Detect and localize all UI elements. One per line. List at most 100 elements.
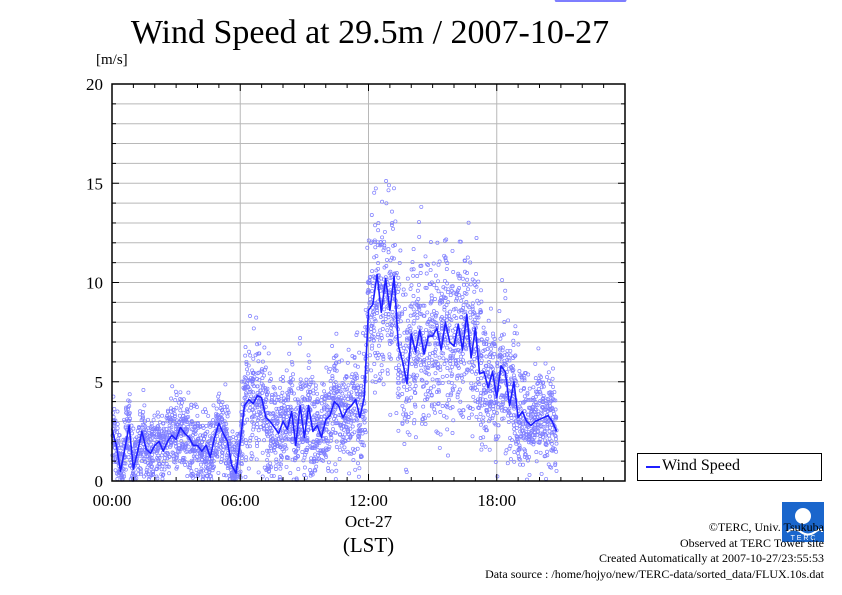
scatter-point	[358, 439, 363, 444]
scatter-point	[549, 439, 554, 444]
scatter-point	[444, 403, 449, 408]
scatter-point	[389, 319, 394, 324]
scatter-point	[279, 457, 284, 462]
scatter-point	[481, 435, 486, 440]
scatter-point	[385, 368, 390, 373]
scatter-point	[444, 345, 449, 350]
scatter-point	[412, 402, 417, 407]
scatter-point	[543, 361, 548, 366]
scatter-point	[275, 419, 280, 423]
scatter-point	[465, 277, 470, 282]
scatter-point	[498, 336, 503, 341]
scatter-point	[459, 315, 463, 320]
scatter-point	[471, 394, 476, 399]
scatter-point	[421, 303, 426, 308]
scatter-point	[362, 443, 367, 448]
scatter-point	[185, 440, 190, 445]
scatter-point	[367, 275, 372, 280]
scatter-point	[529, 437, 534, 442]
scatter-point	[509, 438, 514, 443]
scatter-point	[172, 412, 177, 417]
scatter-point	[601, 0, 606, 2]
scatter-point	[346, 438, 351, 442]
scatter-point	[450, 328, 455, 333]
scatter-point	[256, 428, 261, 433]
scatter-point	[464, 282, 469, 287]
scatter-point	[593, 0, 598, 2]
scatter-point	[333, 405, 338, 410]
scatter-point	[192, 403, 197, 408]
scatter-point	[376, 343, 381, 348]
scatter-point	[340, 391, 345, 396]
scatter-point	[460, 295, 465, 300]
scatter-point	[256, 399, 261, 404]
scatter-point	[182, 446, 187, 451]
scatter-point	[551, 396, 555, 401]
scatter-point	[437, 259, 442, 264]
scatter-point	[181, 410, 186, 415]
scatter-point	[541, 384, 546, 389]
scatter-point	[354, 389, 359, 393]
scatter-point	[192, 425, 197, 429]
scatter-point	[160, 476, 165, 481]
scatter-point	[373, 374, 378, 379]
scatter-point	[304, 475, 309, 480]
scatter-point	[367, 289, 372, 294]
scatter-point	[495, 474, 500, 479]
scatter-point	[415, 315, 420, 320]
scatter-point	[483, 400, 487, 405]
scatter-point	[150, 452, 155, 457]
scatter-point	[343, 387, 348, 392]
scatter-point	[133, 442, 138, 447]
scatter-point	[213, 449, 218, 453]
scatter-point	[324, 412, 329, 417]
scatter-point	[491, 407, 496, 411]
scatter-point	[244, 441, 249, 445]
scatter-point	[206, 413, 211, 418]
scatter-point	[147, 469, 152, 474]
scatter-point	[464, 291, 469, 296]
scatter-point	[453, 326, 458, 331]
scatter-point	[155, 455, 159, 460]
scatter-point	[397, 282, 402, 287]
scatter-point	[581, 0, 586, 2]
scatter-point	[466, 287, 470, 292]
scatter-point	[456, 288, 460, 293]
scatter-point	[431, 319, 435, 324]
scatter-point	[115, 422, 120, 426]
scatter-point	[127, 392, 132, 397]
scatter-point	[433, 371, 438, 376]
scatter-point	[326, 418, 331, 423]
scatter-point	[407, 432, 412, 437]
scatter-point	[421, 404, 426, 409]
scatter-point	[512, 373, 516, 378]
scatter-point	[436, 387, 441, 392]
y-axis-unit-label: [m/s]	[96, 52, 128, 68]
scatter-point	[396, 376, 401, 381]
scatter-point	[422, 303, 427, 308]
scatter-point	[330, 469, 334, 474]
scatter-point	[358, 393, 362, 398]
scatter-point	[440, 299, 445, 304]
scatter-point	[151, 417, 156, 422]
legend: Wind Speed	[637, 453, 822, 481]
scatter-point	[316, 440, 321, 444]
scatter-point	[330, 374, 335, 379]
scatter-point	[403, 307, 407, 311]
scatter-point	[195, 413, 200, 418]
scatter-point	[477, 399, 482, 404]
scatter-point	[422, 358, 427, 362]
scatter-point	[379, 285, 384, 289]
scatter-point	[527, 386, 532, 391]
scatter-point	[398, 319, 403, 324]
scatter-point	[541, 380, 546, 385]
scatter-point	[274, 459, 279, 464]
scatter-point	[422, 336, 427, 341]
scatter-point	[390, 221, 394, 226]
scatter-point	[467, 416, 471, 421]
scatter-point	[243, 345, 248, 350]
scatter-point	[385, 333, 390, 338]
scatter-point	[419, 363, 423, 368]
scatter-point	[444, 318, 449, 323]
scatter-point	[136, 472, 141, 477]
